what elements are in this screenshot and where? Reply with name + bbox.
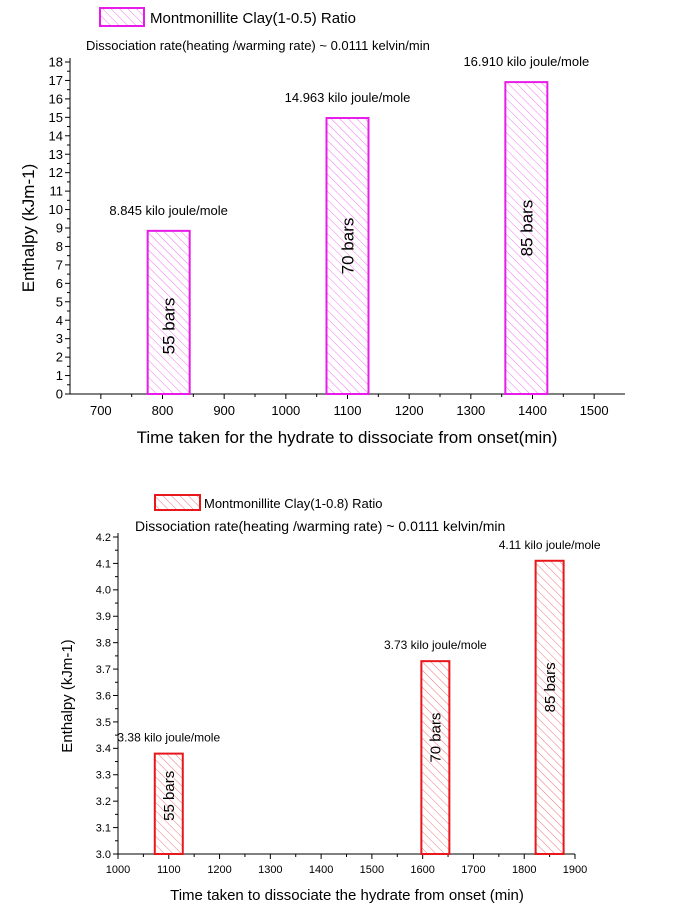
y-tick-label: 3.0 [96,849,111,861]
bar-inner-label: 85 bars [517,200,536,257]
x-tick-label: 1000 [106,864,130,876]
x-tick-label: 1200 [207,864,231,876]
bar-inner-label: 55 bars [160,298,179,355]
bar [146,229,191,395]
y-axis-label: Enthalpy (kJm-1) [19,164,38,292]
chart-subtitle: Dissociation rate(heating /warming rate)… [135,518,505,534]
bar [153,752,184,855]
y-tick-label: 3.9 [96,611,111,623]
bar-value-label: 14.963 kilo joule/mole [285,90,411,105]
y-tick-label: 13 [49,147,63,162]
x-tick-label: 900 [213,403,235,418]
y-tick-label: 2 [56,350,63,365]
y-tick-label: 12 [49,165,63,180]
x-tick-label: 1400 [518,403,547,418]
bar-value-label: 8.845 kilo joule/mole [109,203,228,218]
y-tick-label: 18 [49,55,63,70]
y-tick-label: 5 [56,294,63,309]
y-tick-label: 4.0 [96,585,111,597]
y-tick-label: 0 [56,387,63,402]
y-tick-label: 15 [49,110,63,125]
y-tick-label: 1 [56,368,63,383]
legend-label: Montmonillite Clay(1-0.8) Ratio [204,496,382,511]
x-tick-label: 1400 [309,864,333,876]
y-tick-label: 14 [49,128,63,143]
legend-swatch [154,494,201,511]
bar [534,559,565,856]
y-tick-label: 4.1 [96,558,111,570]
x-tick-label: 1900 [563,864,587,876]
bar-value-label: 3.38 kilo joule/mole [117,731,220,745]
y-tick-label: 8 [56,239,63,254]
x-axis-label: Time taken for the hydrate to dissociate… [137,428,558,447]
bar-value-label: 3.73 kilo joule/mole [384,638,487,652]
bar-value-label: 4.11 kilo joule/mole [499,538,601,552]
y-tick-label: 6 [56,276,63,291]
y-tick-label: 3.4 [96,743,111,755]
x-tick-label: 1500 [580,403,609,418]
y-tick-label: 3.7 [96,664,111,676]
x-axis-label: Time taken to dissociate the hydrate fro… [170,887,524,904]
y-tick-label: 3.1 [96,822,111,834]
bar-inner-label: 85 bars [542,662,559,712]
x-tick-label: 1700 [461,864,485,876]
x-tick-label: 1000 [271,403,300,418]
bar-inner-label: 55 bars [161,771,178,821]
y-tick-label: 17 [49,73,63,88]
legend-label: Montmonillite Clay(1-0.5) Ratio [150,10,356,27]
y-tick-label: 11 [50,184,64,199]
y-axis-label: Enthalpy (kJm-1) [59,639,76,752]
x-tick-label: 1300 [258,864,282,876]
bar [325,117,370,395]
y-tick-label: 4.2 [96,532,111,544]
y-tick-label: 3.3 [96,770,111,782]
x-tick-label: 1100 [157,864,181,876]
y-tick-label: 16 [49,91,63,106]
y-tick-label: 3.5 [96,717,111,729]
chart-panel-top: Montmonillite Clay(1-0.5) Ratio Dissociat… [0,0,679,452]
y-tick-label: 3.8 [96,638,111,650]
y-tick-label: 10 [49,202,63,217]
legend-swatch [99,7,145,27]
x-tick-label: 800 [152,403,174,418]
x-tick-label: 1300 [456,403,485,418]
y-tick-label: 3.6 [96,690,111,702]
x-tick-label: 1600 [410,864,434,876]
x-tick-label: 700 [90,403,112,418]
y-tick-label: 3.2 [96,796,111,808]
y-tick-label: 9 [56,221,63,236]
chart-top: Montmonillite Clay(1-0.5) Ratio Dissociat… [19,7,625,447]
y-tick-label: 4 [56,313,63,328]
y-tick-label: 3 [56,331,63,346]
y-tick-label: 7 [56,257,63,272]
chart-subtitle: Dissociation rate(heating /warming rate)… [86,38,430,53]
chart-bottom: Montmonillite Clay(1-0.8) Ratio Dissociat… [59,494,601,904]
x-tick-label: 1200 [395,403,424,418]
chart-panel-bottom: Montmonillite Clay(1-0.8) Ratio Dissociat… [0,452,679,908]
x-tick-label: 1500 [360,864,384,876]
bar [420,660,451,855]
x-tick-label: 1100 [334,403,362,418]
bar-value-label: 16.910 kilo joule/mole [463,54,589,69]
x-tick-label: 1800 [512,864,536,876]
bar [504,81,549,396]
bar-inner-label: 70 bars [428,713,445,763]
bar-inner-label: 70 bars [338,218,357,275]
